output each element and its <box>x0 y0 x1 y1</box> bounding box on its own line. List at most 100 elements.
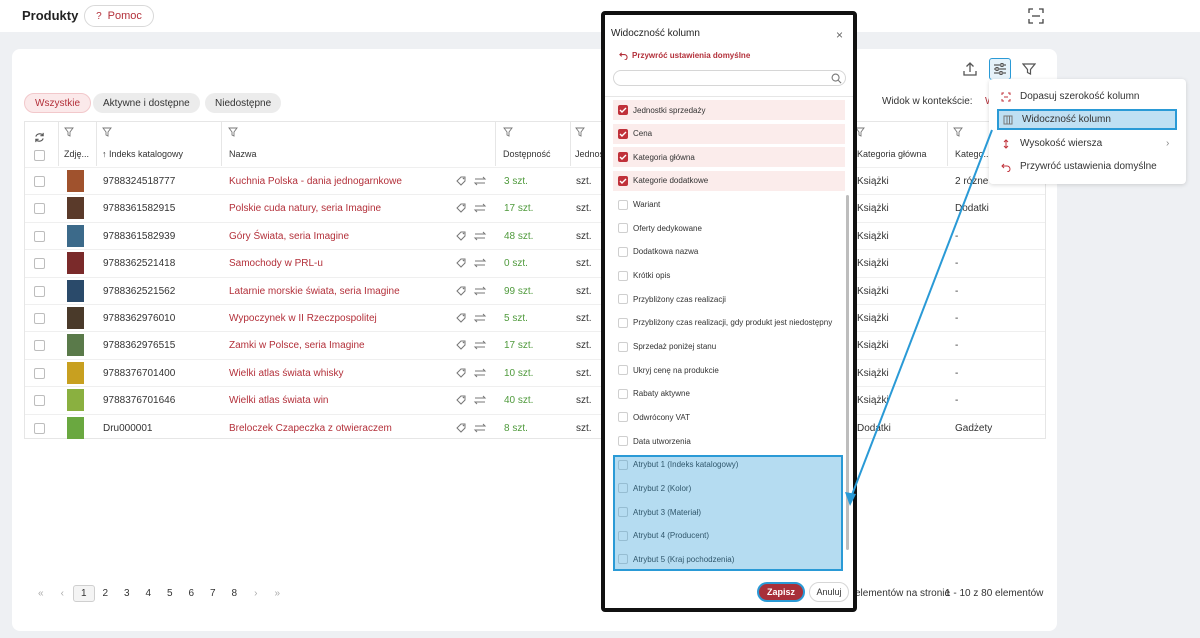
product-name-link[interactable]: Breloczek Czapeczka z otwieraczem <box>229 422 392 434</box>
table-row[interactable]: 9788361582939 Góry Świata, seria Imagine 4… <box>25 221 1045 249</box>
table-row[interactable]: 9788362521562 Latarnie morskie świata, se… <box>25 276 1045 304</box>
table-row[interactable]: 9788376701646 Wielki atlas świata win 40 s… <box>25 386 1045 413</box>
header-photo[interactable]: Zdję... <box>64 149 90 159</box>
tag-icon[interactable] <box>455 230 495 242</box>
column-option[interactable]: Krótki opis <box>613 266 845 286</box>
product-name-link[interactable]: Kuchnia Polska - dania jednogarnkowe <box>229 176 402 187</box>
checkbox[interactable] <box>618 436 628 447</box>
table-row[interactable]: 9788361582915 Polskie cuda natury, seria … <box>25 194 1045 221</box>
tab-unavailable[interactable]: Niedostępne <box>205 93 282 113</box>
column-option[interactable]: Sprzedaż poniżej stanu <box>613 337 845 357</box>
column-option[interactable]: Atrybut 5 (Kraj pochodzenia) <box>613 549 845 569</box>
checkbox[interactable] <box>618 270 628 281</box>
row-checkbox[interactable] <box>34 313 45 324</box>
product-name-link[interactable]: Latarnie morskie świata, seria Imagine <box>229 285 400 297</box>
refresh-icon[interactable] <box>34 132 45 143</box>
product-name-link[interactable]: Wielki atlas świata win <box>229 395 329 407</box>
table-row[interactable]: 9788376701400 Wielki atlas świata whisky 1… <box>25 358 1045 386</box>
column-option[interactable]: Data utworzenia <box>613 431 845 451</box>
column-option[interactable]: Przybliżony czas realizacji <box>613 289 845 309</box>
page-2[interactable]: 2 <box>102 588 109 599</box>
column-option[interactable]: Przybliżony czas realizacji, gdy produkt… <box>613 313 845 333</box>
column-option[interactable]: Ukryj cenę na produkcie <box>613 360 845 380</box>
header-main-category[interactable]: Kategoria główna <box>857 149 927 159</box>
column-option[interactable]: Jednostki sprzedaży <box>613 100 845 120</box>
page-8[interactable]: 8 <box>231 588 238 599</box>
product-name-link[interactable]: Polskie cuda natury, seria Imagine <box>229 203 382 215</box>
product-thumbnail[interactable] <box>67 361 84 384</box>
product-name-link[interactable]: Samochody w PRL-u <box>229 258 323 270</box>
column-option[interactable]: Odwrócony VAT <box>613 407 845 427</box>
product-thumbnail[interactable] <box>67 170 84 192</box>
checked-checkbox[interactable] <box>618 152 628 163</box>
tag-icon[interactable] <box>455 394 495 406</box>
product-thumbnail[interactable] <box>67 197 84 220</box>
next-page-button[interactable]: › <box>254 588 258 599</box>
row-checkbox[interactable] <box>34 203 45 215</box>
fullscreen-icon[interactable] <box>1028 8 1044 24</box>
product-thumbnail[interactable] <box>67 416 84 439</box>
product-thumbnail[interactable] <box>67 279 84 302</box>
column-filter-icon[interactable] <box>575 127 585 137</box>
page-4[interactable]: 4 <box>145 588 152 599</box>
header-catalog-index[interactable]: ↑ Indeks katalogowy <box>102 149 184 159</box>
checkbox[interactable] <box>618 223 628 234</box>
menu-item-column-visibility[interactable]: Widoczność kolumn <box>997 109 1177 130</box>
column-option[interactable]: Rabaty aktywne <box>613 384 845 404</box>
column-filter-icon[interactable] <box>503 127 513 137</box>
checkbox[interactable] <box>618 341 628 352</box>
filter-button[interactable] <box>1018 58 1040 80</box>
checkbox[interactable] <box>618 294 628 305</box>
product-name-link[interactable]: Wypoczynek w II Rzeczpospolitej <box>229 313 377 324</box>
column-search-input[interactable] <box>613 70 846 86</box>
menu-item-reset-defaults[interactable]: Przywróć ustawienia domyślne <box>997 156 1177 177</box>
product-thumbnail[interactable] <box>67 334 84 357</box>
help-button[interactable]: ? Pomoc <box>84 5 154 27</box>
close-icon[interactable]: × <box>836 28 844 42</box>
modal-reset-button[interactable]: Przywróć ustawienia domyślne <box>619 51 750 60</box>
tag-icon[interactable] <box>455 367 495 379</box>
column-filter-icon[interactable] <box>953 127 963 137</box>
tag-icon[interactable] <box>455 202 495 214</box>
header-extra-category[interactable]: Katego... <box>955 149 992 159</box>
page-6[interactable]: 6 <box>188 588 195 599</box>
cancel-button[interactable]: Anuluj <box>809 582 849 602</box>
row-checkbox[interactable] <box>34 422 45 434</box>
tag-icon[interactable] <box>455 339 495 351</box>
header-name[interactable]: Nazwa <box>229 149 257 159</box>
column-option[interactable]: Dodatkowa nazwa <box>613 242 845 262</box>
checked-checkbox[interactable] <box>618 175 628 186</box>
last-page-button[interactable]: » <box>274 588 281 599</box>
checkbox[interactable] <box>618 388 628 399</box>
column-option[interactable]: Atrybut 2 (Kolor) <box>613 478 845 498</box>
product-name-link[interactable]: Wielki atlas świata whisky <box>229 367 344 379</box>
tag-icon[interactable] <box>455 257 495 269</box>
page-1[interactable]: 1 <box>73 585 95 602</box>
prev-page-button[interactable]: ‹ <box>60 588 64 599</box>
column-option[interactable]: Kategoria główna <box>613 147 845 168</box>
checkbox[interactable] <box>618 246 628 257</box>
checkbox[interactable] <box>618 412 628 423</box>
menu-item-row-height[interactable]: Wysokość wiersza <box>997 133 1177 154</box>
row-checkbox[interactable] <box>34 258 45 270</box>
product-thumbnail[interactable] <box>67 307 84 329</box>
column-filter-icon[interactable] <box>228 127 238 137</box>
modal-scrollbar[interactable] <box>846 195 849 550</box>
row-checkbox[interactable] <box>34 395 45 407</box>
checkbox[interactable] <box>618 507 628 518</box>
column-option[interactable]: Cena <box>613 123 845 144</box>
page-3[interactable]: 3 <box>123 588 130 599</box>
table-row[interactable]: 9788362976010 Wypoczynek w II Rzeczpospol… <box>25 304 1045 331</box>
row-checkbox[interactable] <box>34 367 45 379</box>
tag-icon[interactable] <box>455 175 495 187</box>
column-filter-icon[interactable] <box>102 127 112 137</box>
table-row[interactable]: Dru000001 Breloczek Czapeczka z otwieracz… <box>25 413 1045 441</box>
product-thumbnail[interactable] <box>67 252 84 275</box>
row-checkbox[interactable] <box>34 285 45 297</box>
checked-checkbox[interactable] <box>618 105 628 115</box>
page-5[interactable]: 5 <box>166 588 173 599</box>
row-checkbox[interactable] <box>34 230 45 242</box>
row-checkbox[interactable] <box>34 176 45 187</box>
column-option[interactable]: Kategorie dodatkowe <box>613 170 845 191</box>
menu-item-fit-width[interactable]: Dopasuj szerokość kolumn <box>997 86 1177 107</box>
